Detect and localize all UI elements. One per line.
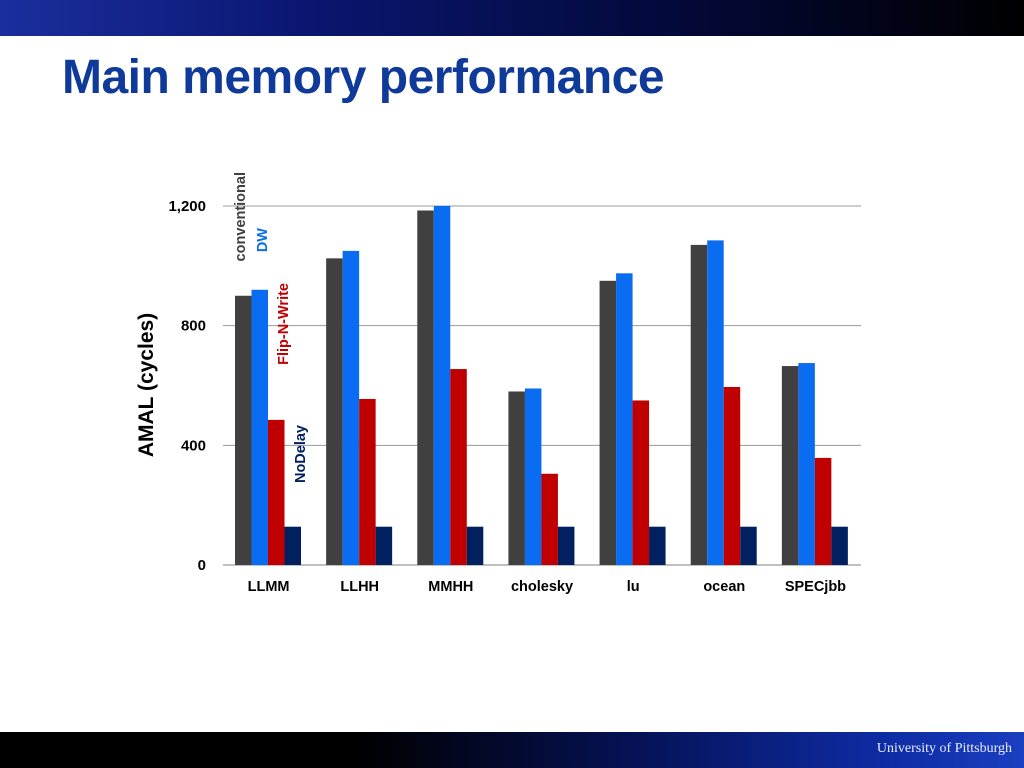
x-category-label: cholesky xyxy=(511,579,573,595)
bar-nodelay-mmhh xyxy=(466,526,484,565)
bar-conventional-lu xyxy=(599,280,617,565)
x-category-label: LLHH xyxy=(340,579,379,595)
bar-dw-mmhh xyxy=(433,206,451,565)
bar-nodelay-llhh xyxy=(375,526,393,565)
series-label-dw: DW xyxy=(255,228,271,252)
bar-conventional-llhh xyxy=(326,258,343,565)
bar-nodelay-ocean xyxy=(740,526,757,565)
x-category-label: SPECjbb xyxy=(785,579,846,595)
bar-conventional-cholesky xyxy=(508,391,525,565)
bar-flip-n-write-cholesky xyxy=(541,473,558,565)
bar-conventional-specjbb xyxy=(781,366,799,565)
bar-dw-llhh xyxy=(342,250,360,566)
bar-conventional-ocean xyxy=(690,244,708,565)
bar-flip-n-write-ocean xyxy=(723,387,741,565)
series-label-conventional: conventional xyxy=(233,172,249,261)
x-category-label: lu xyxy=(627,579,640,595)
y-tick-label: 1,200 xyxy=(168,198,206,215)
y-tick-label: 0 xyxy=(198,557,206,574)
slide-title: Main memory performance xyxy=(62,51,665,104)
series-label-flip-n-write: Flip-N-Write xyxy=(276,283,292,365)
bar-dw-llmm xyxy=(251,289,268,565)
top-band xyxy=(0,0,1024,36)
bar-conventional-llmm xyxy=(235,295,252,565)
x-category-labels: LLMM LLHH MMHH cholesky lu ocean SPECjbb xyxy=(248,579,847,595)
bar-flip-n-write-mmhh xyxy=(450,369,467,565)
bar-nodelay-specjbb xyxy=(831,526,848,565)
bar-dw-specjbb xyxy=(798,363,815,565)
y-tick-label: 800 xyxy=(181,318,206,335)
bar-nodelay-llmm xyxy=(284,526,301,565)
x-category-label: MMHH xyxy=(428,579,473,595)
bar-flip-n-write-specjbb xyxy=(814,457,832,565)
bar-conventional-mmhh xyxy=(417,210,434,566)
bar-nodelay-lu xyxy=(649,526,666,565)
x-category-label: LLMM xyxy=(248,579,290,595)
bar-flip-n-write-llhh xyxy=(359,398,376,565)
x-category-label: ocean xyxy=(703,579,745,595)
bars xyxy=(235,206,848,566)
bar-dw-ocean xyxy=(707,240,724,565)
bar-nodelay-cholesky xyxy=(557,526,575,565)
bottom-band xyxy=(0,732,1024,768)
bar-dw-cholesky xyxy=(524,388,542,565)
bar-dw-lu xyxy=(616,273,633,565)
bar-flip-n-write-lu xyxy=(632,400,650,565)
y-tick-labels: 0 400 800 1,200 xyxy=(168,198,206,574)
series-label-nodelay: NoDelay xyxy=(293,425,309,483)
y-axis-label: AMAL (cycles) xyxy=(135,313,158,457)
footer-university: University of Pittsburgh xyxy=(876,741,1012,756)
y-tick-label: 400 xyxy=(181,437,206,454)
series-labels: conventional DW Flip-N-Write NoDelay xyxy=(233,172,309,483)
bar-flip-n-write-llmm xyxy=(268,419,285,565)
